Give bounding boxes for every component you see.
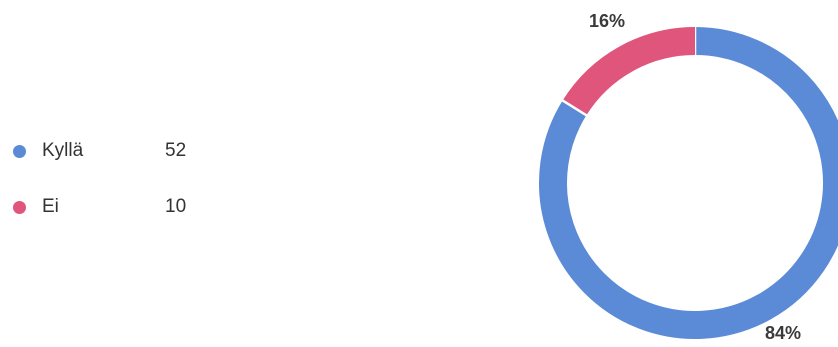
legend-count: 10 <box>165 196 187 217</box>
donut-slice-kylla[interactable] <box>539 27 838 339</box>
legend-count: 52 <box>165 140 187 161</box>
percent-label-kylla: 84% <box>765 323 801 343</box>
legend-label: Ei <box>42 196 59 217</box>
legend-item-ei[interactable]: Ei 10 <box>12 194 212 250</box>
chart-legend: Kyllä 52 Ei 10 <box>12 138 212 250</box>
percent-label-ei: 16% <box>589 11 625 31</box>
legend-color-dot <box>13 201 26 214</box>
legend-label: Kyllä <box>42 140 84 161</box>
legend-item-kylla[interactable]: Kyllä 52 <box>12 138 212 194</box>
donut-slice-ei[interactable] <box>562 27 696 116</box>
slice-separator <box>561 98 588 117</box>
legend-color-dot <box>13 145 26 158</box>
